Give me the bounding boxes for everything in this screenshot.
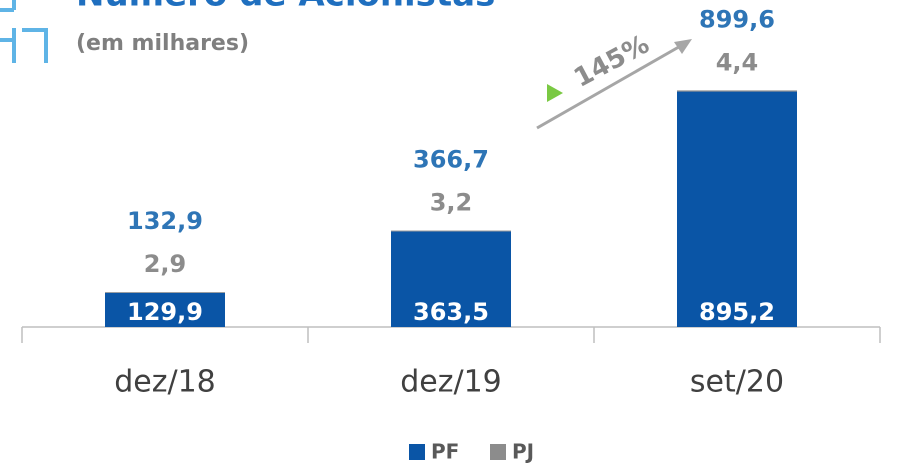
bar-segment bbox=[105, 292, 225, 327]
logo-shape bbox=[0, 0, 48, 63]
data-label: 2,9 bbox=[144, 250, 187, 278]
total-label: 366,7 bbox=[413, 146, 489, 174]
logo bbox=[0, 0, 48, 63]
bar-segment bbox=[391, 231, 511, 327]
growth-arrow bbox=[536, 42, 685, 130]
arrow-head bbox=[674, 39, 692, 54]
x-tick-label: set/20 bbox=[690, 365, 784, 400]
bar-segment bbox=[677, 91, 797, 327]
data-label: 895,2 bbox=[699, 298, 775, 326]
legend-swatch bbox=[409, 444, 425, 460]
data-label: 363,5 bbox=[413, 298, 489, 326]
legend-label: PF bbox=[431, 440, 459, 463]
total-label: 899,6 bbox=[699, 5, 775, 33]
data-label: 4,4 bbox=[716, 48, 759, 76]
bar-segment bbox=[677, 90, 797, 92]
chart-subtitle: (em milhares) bbox=[76, 31, 249, 56]
chart-title: Número de Acionistas bbox=[76, 0, 495, 15]
legend-swatch bbox=[490, 444, 506, 460]
data-label: 129,9 bbox=[127, 298, 203, 326]
x-tick-label: dez/19 bbox=[400, 365, 502, 400]
bar-segment bbox=[105, 292, 225, 293]
total-label: 132,9 bbox=[127, 207, 203, 235]
bar-segment bbox=[391, 230, 511, 232]
x-tick-label: dez/18 bbox=[114, 365, 216, 400]
legend-label: PJ bbox=[512, 440, 534, 463]
growth-marker bbox=[547, 84, 563, 102]
data-label: 3,2 bbox=[430, 189, 473, 217]
